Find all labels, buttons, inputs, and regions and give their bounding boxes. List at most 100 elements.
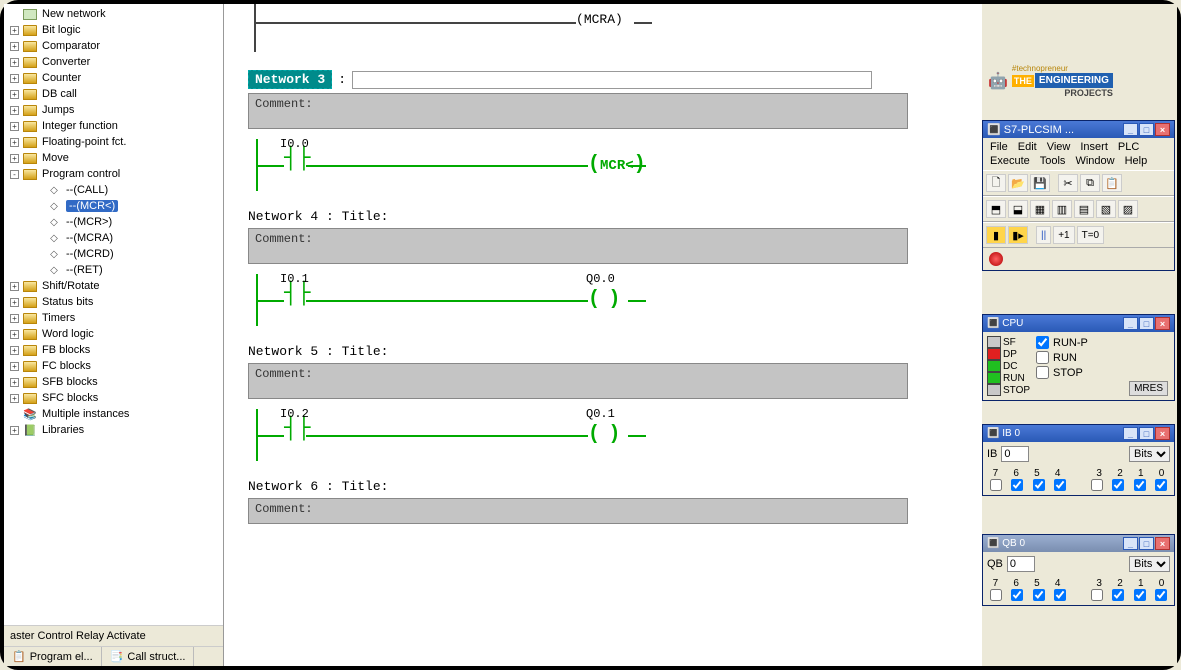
tree-toggle[interactable]: + xyxy=(10,394,19,403)
tree-category[interactable]: +Bit logic xyxy=(4,22,223,38)
menu-view[interactable]: View xyxy=(1042,140,1076,154)
network-title[interactable]: Network 4 : Title: xyxy=(248,209,388,224)
mode-runp[interactable]: RUN-P xyxy=(1036,336,1088,349)
insert-button[interactable]: ⬓ xyxy=(1008,200,1028,218)
run-button[interactable]: ▮ xyxy=(986,226,1006,244)
ladder-editor[interactable]: MCRA Network 3 : Comment: I0.0 ┤├ xyxy=(224,4,982,666)
network-title[interactable]: Network 6 : Title: xyxy=(248,479,388,494)
mode-run[interactable]: RUN xyxy=(1036,351,1088,364)
tree-category[interactable]: +SFB blocks xyxy=(4,374,223,390)
runp-checkbox[interactable] xyxy=(1036,336,1049,349)
minimize-button[interactable]: _ xyxy=(1123,317,1138,330)
maximize-button[interactable]: □ xyxy=(1139,317,1154,330)
tree-toggle[interactable]: + xyxy=(10,90,19,99)
tree-category[interactable]: +FC blocks xyxy=(4,358,223,374)
bit-0-checkbox[interactable] xyxy=(1155,589,1167,601)
menu-help[interactable]: Help xyxy=(1120,154,1153,168)
tree-category[interactable]: +DB call xyxy=(4,86,223,102)
bit-2-checkbox[interactable] xyxy=(1112,479,1124,491)
coil-output[interactable]: Q0.0 ( ) xyxy=(588,288,620,311)
tree-toggle[interactable]: + xyxy=(10,26,19,35)
titlebar[interactable]: 🔳 CPU _ □ × xyxy=(983,315,1174,332)
format-select[interactable]: Bits xyxy=(1129,446,1170,462)
reset-time-button[interactable]: T=0 xyxy=(1077,226,1105,244)
tree-instruction[interactable]: --(MCR<) xyxy=(4,198,223,214)
tree-toggle[interactable]: + xyxy=(10,282,19,291)
tree-category[interactable]: -Program control xyxy=(4,166,223,182)
tree-toggle[interactable]: + xyxy=(10,58,19,67)
tree-category[interactable]: +Converter xyxy=(4,54,223,70)
mres-button[interactable]: MRES xyxy=(1129,381,1168,396)
new-button[interactable]: 🗋 xyxy=(986,174,1006,192)
insert-button[interactable]: ▥ xyxy=(1052,200,1072,218)
menu-execute[interactable]: Execute xyxy=(985,154,1035,168)
bit-7-checkbox[interactable] xyxy=(990,589,1002,601)
coil-output[interactable]: Q0.1 ( ) xyxy=(588,423,620,446)
tree-category[interactable]: +Status bits xyxy=(4,294,223,310)
menu-plc[interactable]: PLC xyxy=(1113,140,1144,154)
bit-2-checkbox[interactable] xyxy=(1112,589,1124,601)
bit-4-checkbox[interactable] xyxy=(1054,479,1066,491)
tree-toggle[interactable]: + xyxy=(10,74,19,83)
paste-button[interactable]: 📋 xyxy=(1102,174,1122,192)
bit-7-checkbox[interactable] xyxy=(990,479,1002,491)
bit-0-checkbox[interactable] xyxy=(1155,479,1167,491)
tree-category[interactable]: +Counter xyxy=(4,70,223,86)
tree-category[interactable]: +Integer function xyxy=(4,118,223,134)
minimize-button[interactable]: _ xyxy=(1123,123,1138,136)
titlebar[interactable]: 🔳 IB 0 _ □ × xyxy=(983,425,1174,442)
network-title-input[interactable] xyxy=(352,71,872,89)
menu-edit[interactable]: Edit xyxy=(1013,140,1042,154)
bit-1-checkbox[interactable] xyxy=(1134,479,1146,491)
tree-instruction[interactable]: --(MCRD) xyxy=(4,246,223,262)
tree-toggle[interactable]: + xyxy=(10,378,19,387)
tree-category[interactable]: +FB blocks xyxy=(4,342,223,358)
close-button[interactable]: × xyxy=(1155,427,1170,440)
tree-category[interactable]: +📗Libraries xyxy=(4,422,223,438)
tree-instruction[interactable]: --(RET) xyxy=(4,262,223,278)
tree-category[interactable]: +Jumps xyxy=(4,102,223,118)
bit-4-checkbox[interactable] xyxy=(1054,589,1066,601)
stop-checkbox[interactable] xyxy=(1036,366,1049,379)
tree-toggle[interactable]: + xyxy=(10,122,19,131)
tree-instruction[interactable]: --(MCRA) xyxy=(4,230,223,246)
tree-category[interactable]: +Shift/Rotate xyxy=(4,278,223,294)
bit-6-checkbox[interactable] xyxy=(1011,589,1023,601)
tree-toggle[interactable]: + xyxy=(10,138,19,147)
insert-button[interactable]: ▧ xyxy=(1096,200,1116,218)
pause-button[interactable]: || xyxy=(1036,226,1051,244)
tree-toggle[interactable]: + xyxy=(10,330,19,339)
tree-category[interactable]: New network xyxy=(4,6,223,22)
single-step-button[interactable]: +1 xyxy=(1053,226,1074,244)
bit-5-checkbox[interactable] xyxy=(1033,589,1045,601)
tab-program-elements[interactable]: 📋 Program el... xyxy=(4,647,102,666)
tree-toggle[interactable]: + xyxy=(10,42,19,51)
tree-category[interactable]: +SFC blocks xyxy=(4,390,223,406)
insert-button[interactable]: ▤ xyxy=(1074,200,1094,218)
instruction-tree[interactable]: New network+Bit logic+Comparator+Convert… xyxy=(4,4,223,625)
bit-1-checkbox[interactable] xyxy=(1134,589,1146,601)
bit-6-checkbox[interactable] xyxy=(1011,479,1023,491)
menu-insert[interactable]: Insert xyxy=(1075,140,1113,154)
bit-3-checkbox[interactable] xyxy=(1091,479,1103,491)
tree-toggle[interactable]: - xyxy=(10,170,19,179)
minimize-button[interactable]: _ xyxy=(1123,427,1138,440)
minimize-button[interactable]: _ xyxy=(1123,537,1138,550)
tree-toggle[interactable]: + xyxy=(10,314,19,323)
tree-category[interactable]: +Floating-point fct. xyxy=(4,134,223,150)
cut-button[interactable]: ✂ xyxy=(1058,174,1078,192)
menu-tools[interactable]: Tools xyxy=(1035,154,1071,168)
tree-category[interactable]: +Timers xyxy=(4,310,223,326)
tree-instruction[interactable]: --(CALL) xyxy=(4,182,223,198)
tree-toggle[interactable]: + xyxy=(10,298,19,307)
run-checkbox[interactable] xyxy=(1036,351,1049,364)
tree-category[interactable]: 📚Multiple instances xyxy=(4,406,223,422)
tree-instruction[interactable]: --(MCR>) xyxy=(4,214,223,230)
insert-button[interactable]: ▨ xyxy=(1118,200,1138,218)
close-button[interactable]: × xyxy=(1155,537,1170,550)
bit-5-checkbox[interactable] xyxy=(1033,479,1045,491)
close-button[interactable]: × xyxy=(1155,317,1170,330)
menu-bar[interactable]: FileEditViewInsertPLCExecuteToolsWindowH… xyxy=(983,138,1174,170)
save-button[interactable]: 💾 xyxy=(1030,174,1050,192)
mode-stop[interactable]: STOP xyxy=(1036,366,1088,379)
